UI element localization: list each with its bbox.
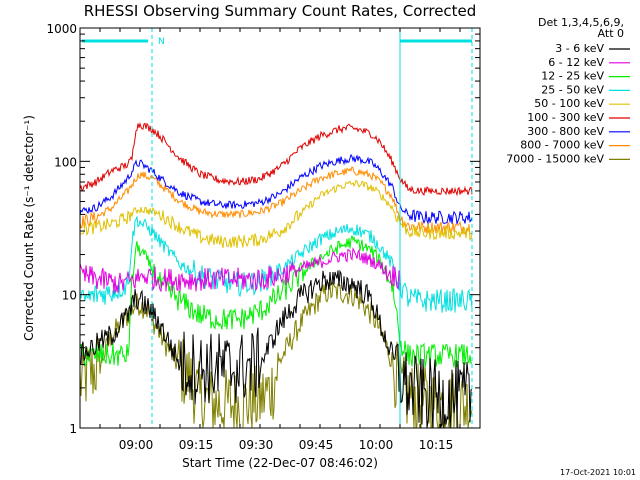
y-tick-label: 1 bbox=[69, 422, 77, 436]
legend-entry-label: 100 - 300 keV bbox=[527, 111, 604, 124]
series-line-4 bbox=[79, 216, 473, 313]
night-annotation: N bbox=[158, 37, 165, 47]
x-tick-label: 09:00 bbox=[119, 438, 154, 452]
legend-entry-label: 300 - 800 keV bbox=[527, 125, 604, 138]
time-marker-layer: N bbox=[82, 28, 473, 428]
y-tick-label: 100 bbox=[54, 155, 77, 169]
legend-entry-label: 6 - 12 keV bbox=[548, 56, 604, 69]
series-line-1 bbox=[79, 269, 473, 429]
series-line-6 bbox=[79, 121, 473, 197]
legend-entry-label: 50 - 100 keV bbox=[534, 97, 604, 110]
y-tick-label: 10 bbox=[62, 289, 77, 303]
legend-entry-label: 800 - 7000 keV bbox=[520, 139, 604, 152]
y-tick-label: 1000 bbox=[46, 22, 77, 36]
x-axis: 09:00 09:15 09:30 09:45 10:00 10:15 bbox=[79, 28, 481, 452]
legend-entry-label: 12 - 25 keV bbox=[541, 70, 604, 83]
x-tick-label: 09:45 bbox=[299, 438, 334, 452]
y-axis: 1 10 100 1000 bbox=[46, 22, 480, 436]
legend-entry-label: 7000 - 15000 keV bbox=[506, 152, 604, 165]
series-layer bbox=[79, 121, 473, 429]
legend-entry-label: 25 - 50 keV bbox=[541, 83, 604, 96]
series-line-8 bbox=[79, 166, 473, 235]
x-tick-label: 10:00 bbox=[359, 438, 394, 452]
x-tick-label: 10:15 bbox=[419, 438, 454, 452]
series-line-7 bbox=[79, 153, 473, 225]
legend-header: Det 1,3,4,5,6,9, bbox=[538, 16, 624, 29]
x-tick-label: 09:30 bbox=[239, 438, 274, 452]
legend-header: Att 0 bbox=[598, 27, 624, 40]
series-line-3 bbox=[79, 235, 473, 368]
x-axis-label: Start Time (22-Dec-07 08:46:02) bbox=[182, 456, 378, 470]
series-line-5 bbox=[79, 179, 473, 249]
series-line-2 bbox=[79, 247, 401, 294]
y-axis-label: Corrected Count Rate (s⁻¹ detector⁻¹) bbox=[22, 115, 36, 341]
x-tick-label: 09:15 bbox=[179, 438, 214, 452]
footer-timestamp: 17-Oct-2021 10:01 bbox=[560, 468, 636, 477]
legend-entry-label: 3 - 6 keV bbox=[555, 42, 604, 55]
chart-title: RHESSI Observing Summary Count Rates, Co… bbox=[84, 2, 477, 20]
